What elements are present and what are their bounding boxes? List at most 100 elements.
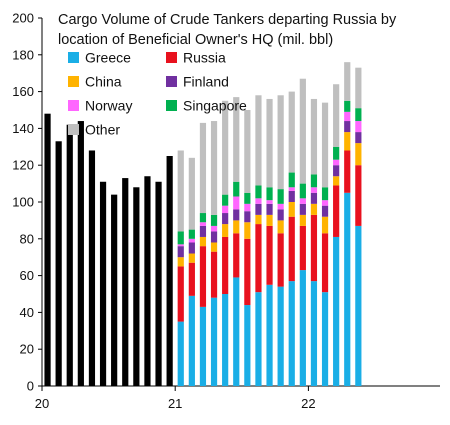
bar-segment-singapore (277, 189, 284, 204)
bar-segment-russia (222, 236, 229, 294)
bar-segment-greece (199, 306, 207, 386)
bar-segment-singapore (310, 174, 318, 188)
bar-segment-norway (177, 244, 184, 247)
legend-swatch-other (68, 124, 79, 135)
bar-segment-finland (277, 209, 284, 221)
bar-total (122, 178, 129, 386)
bar-segment-china (199, 236, 207, 247)
bar-segment-finland (188, 242, 195, 254)
bar-segment-greece (222, 294, 229, 386)
bar-segment-finland (255, 203, 262, 215)
x-tick-labels: 20 21 22 (35, 396, 316, 411)
y-tick-label: 120 (12, 158, 34, 173)
bar-segment-russia (210, 251, 218, 298)
bar-segment-greece (233, 277, 240, 386)
legend-swatch-china (68, 76, 79, 87)
bar-segment-finland (288, 190, 295, 202)
bar-segment-other (333, 84, 340, 147)
bar-segment-russia (177, 266, 184, 322)
bar-segment-russia (355, 165, 362, 226)
bar-segment-singapore (333, 146, 340, 160)
legend-label-russia: Russia (183, 50, 226, 66)
bars (44, 62, 362, 387)
bar-segment-greece (310, 281, 318, 386)
bar-segment-other (288, 91, 295, 173)
bar-segment-russia (255, 224, 262, 293)
bar-segment-russia (321, 233, 329, 293)
legend-label-norway: Norway (85, 98, 132, 114)
bar-segment-finland (266, 203, 273, 215)
bar-segment-finland (355, 132, 362, 144)
bar-segment-greece (299, 270, 306, 386)
bar-segment-norway (333, 159, 340, 166)
bar-segment-china (255, 214, 262, 225)
chart-title-line-1: Cargo Volume of Crude Tankers departing … (58, 12, 397, 28)
bar-segment-finland (310, 192, 318, 204)
bar-total (88, 150, 96, 386)
bar-total (66, 124, 73, 386)
legend: Greece Russia China Finland Norway Singapore O… (68, 50, 247, 138)
legend-swatch-norway (68, 100, 79, 111)
bar-segment-norway (355, 121, 362, 133)
y-tick-label: 80 (20, 231, 34, 246)
bar-segment-singapore (299, 183, 306, 199)
y-tick-label: 100 (12, 195, 34, 210)
bar-segment-norway (199, 222, 207, 226)
bar-segment-greece (333, 236, 340, 386)
bar-total (77, 121, 84, 386)
legend-label-china: China (85, 74, 122, 90)
bar-segment-other (199, 122, 207, 214)
bar-segment-other (222, 100, 229, 195)
bar-segment-finland (210, 231, 218, 243)
y-tick-label: 140 (12, 121, 34, 136)
bar-segment-russia (244, 238, 251, 306)
bar-segment-norway (210, 225, 218, 232)
bar-segment-russia (310, 214, 318, 282)
bar-segment-other (344, 62, 351, 101)
bar-segment-singapore (255, 185, 262, 199)
bar-segment-other (233, 97, 240, 182)
bar-segment-greece (266, 284, 273, 386)
bar-segment-finland (233, 209, 240, 221)
legend-swatch-finland (166, 76, 177, 87)
bar-segment-china (233, 220, 240, 234)
bar-segment-other (310, 98, 318, 175)
bar-segment-russia (199, 246, 207, 307)
legend-swatch-singapore (166, 100, 177, 111)
bar-segment-norway (288, 187, 295, 191)
bar-segment-china (321, 216, 329, 234)
bar-segment-singapore (244, 192, 251, 204)
bar-segment-finland (177, 246, 184, 258)
bar-segment-other (299, 78, 306, 184)
bar-segment-china (210, 242, 218, 252)
bar-segment-singapore (199, 213, 207, 223)
legend-label-finland: Finland (183, 74, 229, 90)
bar-segment-finland (321, 205, 329, 217)
bar-segment-other (355, 67, 362, 109)
bar-segment-other (255, 95, 262, 186)
bar-segment-singapore (177, 231, 184, 245)
bar-segment-greece (210, 297, 218, 386)
bar-segment-greece (277, 286, 284, 386)
bar-segment-other (188, 157, 195, 230)
bar-segment-china (244, 222, 251, 239)
bar-total (55, 141, 62, 386)
bar-segment-china (299, 214, 306, 226)
bar-segment-norway (321, 200, 329, 206)
bar-segment-other (210, 121, 218, 215)
bar-total (44, 113, 51, 387)
bar-segment-singapore (288, 172, 295, 188)
bar-segment-russia (266, 225, 273, 285)
legend-label-other: Other (85, 122, 120, 138)
bar-segment-china (222, 224, 229, 237)
bar-segment-greece (177, 321, 184, 386)
x-tick-label: 21 (168, 396, 182, 411)
bar-segment-russia (299, 225, 306, 271)
bar-segment-singapore (233, 181, 240, 197)
bar-segment-singapore (321, 187, 329, 201)
bar-segment-greece (244, 305, 251, 386)
bar-segment-greece (288, 281, 295, 386)
bar-segment-singapore (188, 229, 195, 239)
